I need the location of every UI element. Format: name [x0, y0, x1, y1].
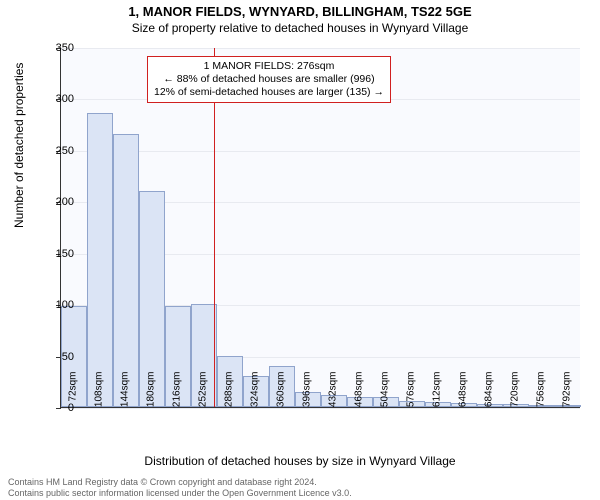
- xtick-label: 144sqm: [120, 372, 131, 422]
- annotation-line1: 1 MANOR FIELDS: 276sqm: [154, 60, 384, 73]
- annotation-box: 1 MANOR FIELDS: 276sqm← 88% of detached …: [147, 56, 391, 103]
- gridline: [61, 48, 580, 49]
- xtick-label: 252sqm: [198, 372, 209, 422]
- ytick-label: 250: [44, 145, 74, 157]
- xtick-label: 648sqm: [458, 372, 469, 422]
- ytick-label: 300: [44, 93, 74, 105]
- xtick-label: 684sqm: [484, 372, 495, 422]
- y-axis-label: Number of detached properties: [12, 63, 26, 228]
- ytick-label: 150: [44, 248, 74, 260]
- xtick-label: 108sqm: [94, 372, 105, 422]
- xtick-label: 396sqm: [302, 372, 313, 422]
- xtick-label: 504sqm: [380, 372, 391, 422]
- xtick-label: 792sqm: [562, 372, 573, 422]
- xtick-label: 180sqm: [146, 372, 157, 422]
- title-block: 1, MANOR FIELDS, WYNYARD, BILLINGHAM, TS…: [0, 0, 600, 35]
- x-axis-label: Distribution of detached houses by size …: [0, 454, 600, 468]
- xtick-label: 288sqm: [224, 372, 235, 422]
- title-line2: Size of property relative to detached ho…: [0, 21, 600, 35]
- footer-line1: Contains HM Land Registry data © Crown c…: [8, 477, 352, 487]
- xtick-label: 324sqm: [250, 372, 261, 422]
- bar: [113, 134, 139, 407]
- title-line1: 1, MANOR FIELDS, WYNYARD, BILLINGHAM, TS…: [0, 4, 600, 19]
- chart: 1 MANOR FIELDS: 276sqm← 88% of detached …: [60, 48, 580, 408]
- gridline: [61, 408, 580, 409]
- xtick-label: 216sqm: [172, 372, 183, 422]
- plot-area: 1 MANOR FIELDS: 276sqm← 88% of detached …: [60, 48, 580, 408]
- footer-line2: Contains public sector information licen…: [8, 488, 352, 498]
- xtick-label: 612sqm: [432, 372, 443, 422]
- xtick-label: 576sqm: [406, 372, 417, 422]
- bar: [87, 113, 113, 407]
- ytick-label: 50: [44, 351, 74, 363]
- ytick-label: 100: [44, 299, 74, 311]
- xtick-label: 72sqm: [68, 372, 79, 422]
- annotation-line3: 12% of semi-detached houses are larger (…: [154, 86, 384, 99]
- xtick-label: 432sqm: [328, 372, 339, 422]
- xtick-label: 468sqm: [354, 372, 365, 422]
- xtick-label: 756sqm: [536, 372, 547, 422]
- ytick-label: 200: [44, 196, 74, 208]
- footer: Contains HM Land Registry data © Crown c…: [8, 477, 352, 498]
- xtick-label: 720sqm: [510, 372, 521, 422]
- annotation-line2: ← 88% of detached houses are smaller (99…: [154, 73, 384, 86]
- ytick-label: 350: [44, 42, 74, 54]
- xtick-label: 360sqm: [276, 372, 287, 422]
